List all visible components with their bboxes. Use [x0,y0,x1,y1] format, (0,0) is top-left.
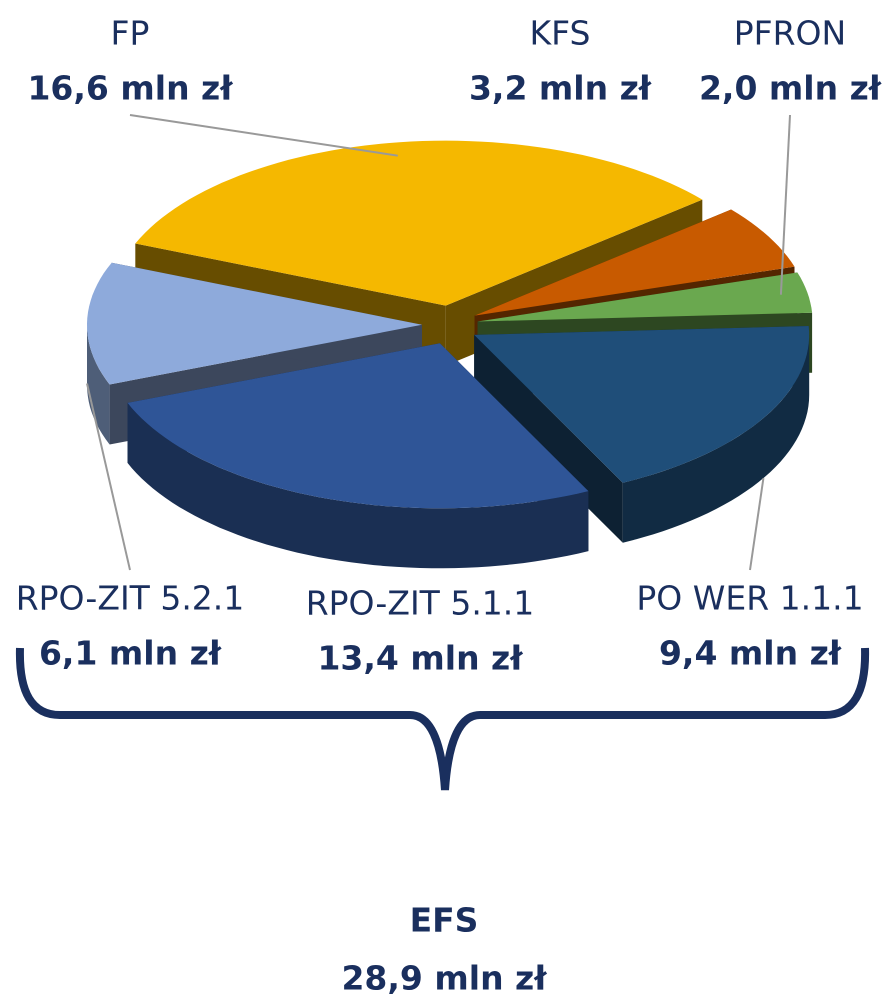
slice [135,140,703,306]
slice [87,262,422,385]
value-label: 16,6 mln zł [27,69,233,108]
leader-line [749,477,765,571]
value-label: 2,0 mln zł [699,69,882,108]
slice-wall [127,402,589,569]
slice [474,326,810,483]
slice [474,209,795,316]
value-label: 3,2 mln zł [469,69,652,108]
category-label: FP [111,14,150,53]
leader-line [129,114,398,157]
category-label: KFS [530,14,591,53]
slice [127,343,589,509]
value-label: 9,4 mln zł [659,634,842,673]
category-label: PO WER 1.1.1 [636,579,863,618]
leader-line [779,114,791,295]
category-label: RPO-ZIT 5.2.1 [16,579,245,618]
pie [87,140,813,569]
annotation-title: EFS [410,901,479,940]
slice [477,272,813,322]
labels: KFS 3,2 mln zł PFRON 2,0 mln zł PO WER 1.1.1… [16,14,882,678]
value-label: 6,1 mln zł [39,634,222,673]
category-label: RPO-ZIT 5.1.1 [306,584,535,623]
value-label: 13,4 mln zł [317,639,523,678]
brace [15,647,870,791]
slice-wall [622,334,810,543]
annotation-value: 28,9 mln zł [341,959,547,998]
leader-line [86,383,131,571]
category-label: PFRON [734,14,846,53]
slice-wall [87,324,110,445]
